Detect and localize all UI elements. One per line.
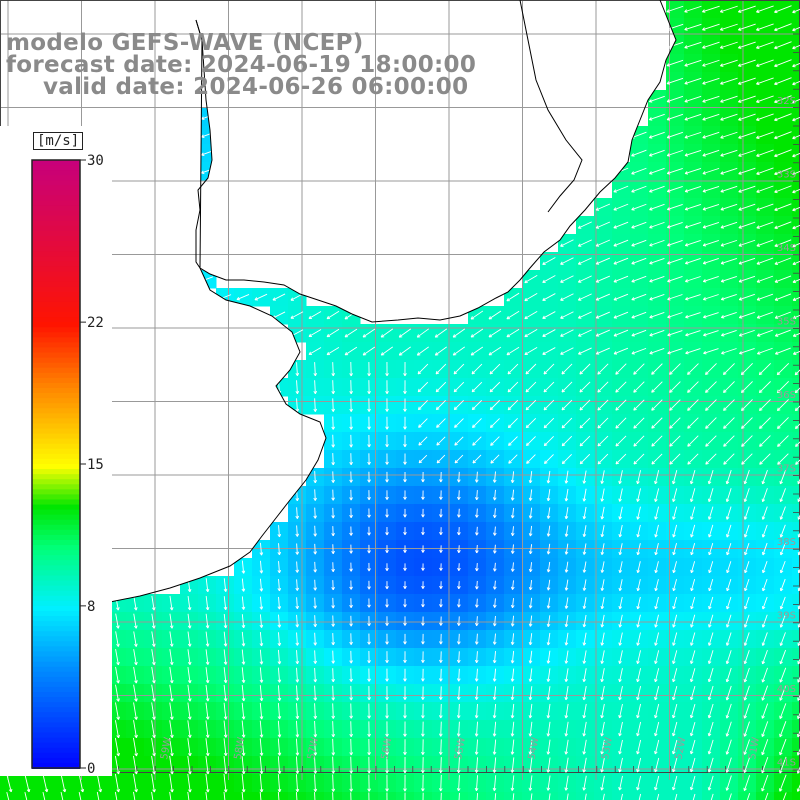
coastline	[0, 0, 677, 615]
lat-label: 40S	[777, 684, 796, 695]
lat-label: 37S	[777, 464, 796, 475]
lat-label: 38S	[777, 537, 796, 548]
lon-label: 56W	[380, 736, 395, 760]
lon-label: 54W	[527, 736, 542, 760]
colorbar: 30 22 15 8 0	[0, 126, 112, 777]
lat-label: 36S	[777, 390, 796, 401]
lon-label: 58W	[233, 736, 248, 760]
lon-label: 57W	[306, 736, 321, 760]
model-title: modelo GEFS-WAVE (NCEP)	[6, 30, 364, 56]
colorbar-tick: 15	[87, 457, 104, 473]
lat-label: 39S	[777, 611, 796, 622]
lat-label: 35S	[777, 317, 796, 328]
lon-label: 59W	[159, 736, 174, 760]
lon-label: 55W	[453, 736, 468, 760]
wind-arrows	[6, 5, 800, 800]
valid-date: valid date: 2024-06-26 06:00:00	[43, 74, 469, 100]
lat-label: 33S	[777, 170, 796, 181]
lon-label: 52W	[674, 736, 689, 760]
lon-label: 51W	[747, 736, 762, 760]
lat-lon-grid	[0, 0, 800, 780]
forecast-date: forecast date: 2024-06-19 18:00:00	[6, 52, 477, 78]
colorbar-tick: 8	[87, 599, 95, 615]
colorbar-tick: 0	[87, 761, 95, 777]
lat-label: 34S	[777, 243, 796, 254]
colorbar-tick: 22	[87, 315, 104, 331]
colorbar-unit: [m/s]	[33, 132, 84, 150]
colorbar-tick: 30	[87, 153, 104, 169]
lat-label: 32S	[777, 96, 796, 107]
lon-label: 53W	[600, 736, 615, 760]
lat-label: 41S	[777, 758, 796, 769]
